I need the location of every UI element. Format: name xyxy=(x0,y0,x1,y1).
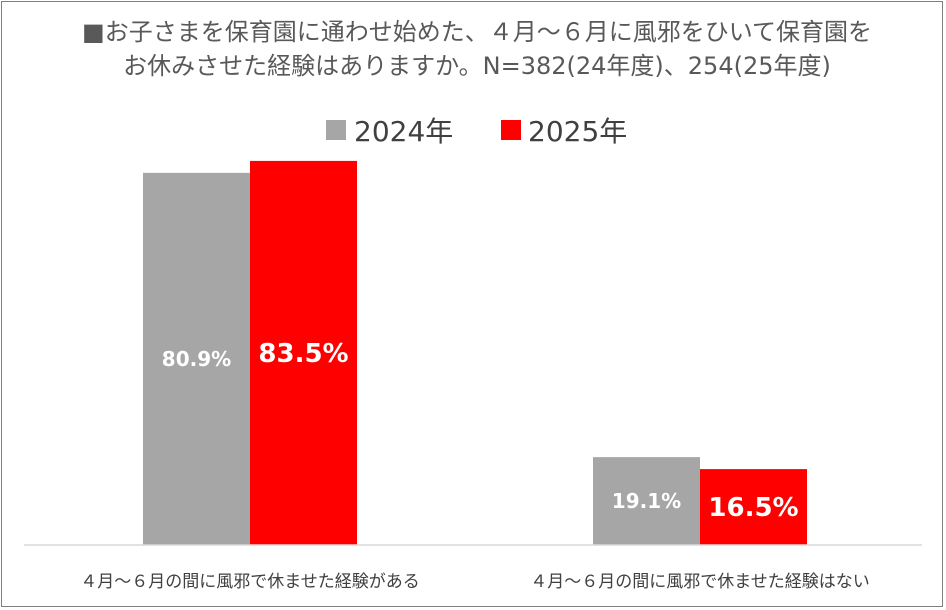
chart-title-line-2: お休みさせた経験はありますか。N=382(24年度)、254(25年度) xyxy=(123,52,831,80)
chart-title-line-1: ■お子さまを保育園に通わせ始めた、４月～６月に風邪をひいて保育園を xyxy=(82,18,872,46)
value-label-2025年-has-experience: 83.5% xyxy=(258,339,348,369)
category-label-no-experience: ４月～６月の間に風邪で休ませた経験はない xyxy=(530,572,870,592)
category-label-has-experience: ４月～６月の間に風邪で休ませた経験がある xyxy=(80,572,420,592)
bars-group xyxy=(143,160,807,546)
legend-swatch-2024 xyxy=(326,120,346,140)
value-label-2025年-no-experience: 16.5% xyxy=(708,493,798,523)
legend-swatch-2025 xyxy=(501,120,521,140)
bar-2024年-has-experience xyxy=(143,172,250,546)
bar-2024年-no-experience xyxy=(593,457,700,545)
legend-label-2025: 2025年 xyxy=(528,115,627,148)
legend-label-2024: 2024年 xyxy=(354,115,453,148)
bar-2025年-no-experience xyxy=(700,469,807,545)
value-label-2024年-no-experience: 19.1% xyxy=(612,489,681,513)
bar-2025年-has-experience xyxy=(250,160,357,545)
legend: 2024年 2025年 xyxy=(326,115,627,148)
value-labels-group: 80.9% 83.5% 19.1% 16.5% xyxy=(162,339,799,523)
value-label-2024年-has-experience: 80.9% xyxy=(162,347,231,371)
